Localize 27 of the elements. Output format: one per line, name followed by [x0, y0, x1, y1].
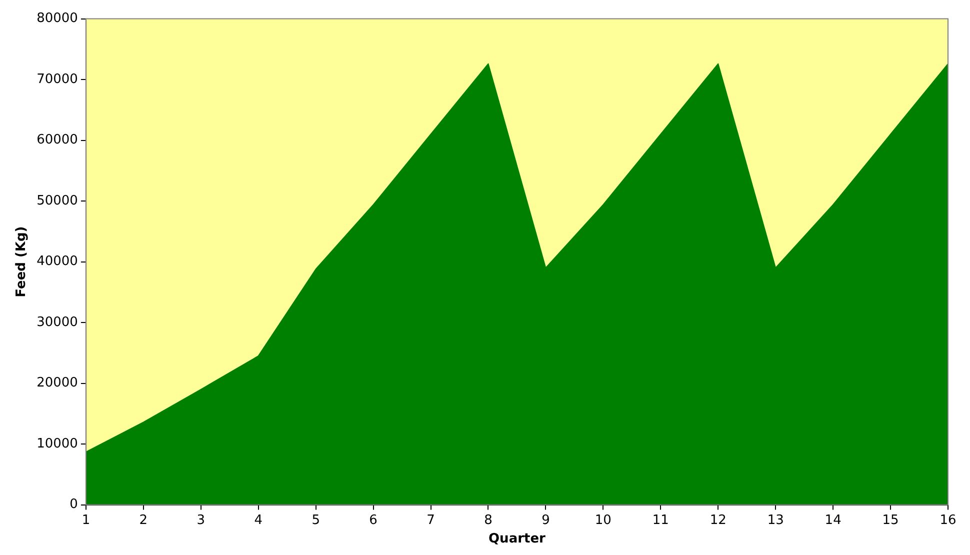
x-tick-label: 13 [767, 512, 784, 528]
x-tick-label: 8 [484, 512, 492, 528]
x-tick-label: 11 [652, 512, 669, 528]
y-tick-label: 50000 [36, 193, 78, 208]
x-tick-label: 10 [594, 512, 612, 528]
x-tick-label: 7 [426, 512, 435, 528]
y-tick-label: 70000 [36, 72, 78, 87]
x-tick-label: 5 [312, 512, 320, 528]
y-tick-label: 20000 [36, 376, 78, 391]
y-tick-label: 0 [70, 497, 78, 512]
y-axis-title: Feed (Kg) [14, 226, 30, 298]
y-tick-label: 80000 [36, 11, 78, 26]
y-tick-label: 60000 [36, 132, 78, 148]
y-tick-label: 40000 [36, 254, 78, 270]
y-tick-label: 10000 [36, 436, 78, 452]
x-tick-label: 15 [882, 512, 899, 528]
x-tick-label: 4 [254, 512, 263, 528]
x-axis-title: Quarter [488, 532, 546, 547]
x-tick-label: 6 [369, 512, 378, 528]
x-tick-label: 1 [82, 512, 90, 528]
y-tick-label: 30000 [36, 314, 78, 330]
x-tick-label: 9 [542, 512, 550, 528]
x-tick-label: 14 [824, 512, 842, 528]
x-tick-label: 16 [940, 512, 956, 528]
x-tick-label: 2 [139, 512, 148, 528]
x-tick-label: 12 [710, 512, 726, 528]
x-tick-label: 3 [196, 512, 206, 528]
